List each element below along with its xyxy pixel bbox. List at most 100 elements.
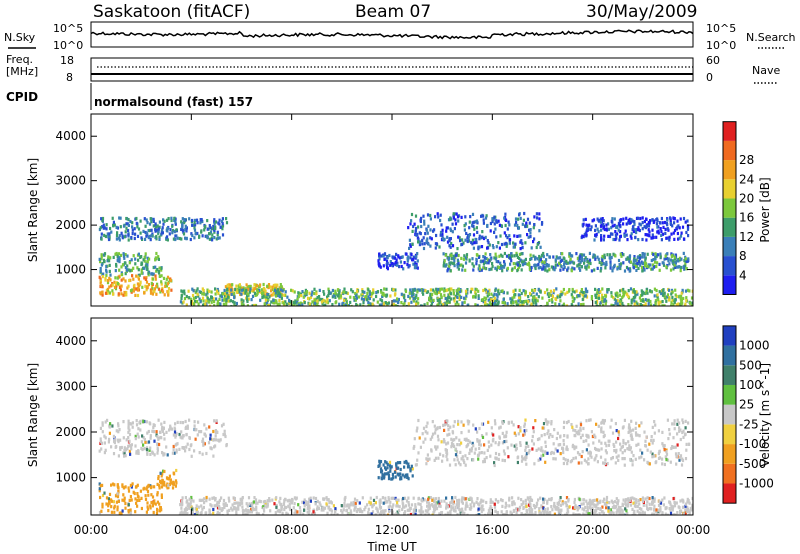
heatmap-cell (387, 301, 391, 305)
heatmap-cell (281, 289, 284, 293)
heatmap-cell (622, 290, 625, 294)
heatmap-cell (484, 301, 487, 305)
heatmap-cell (524, 293, 527, 297)
heatmap-cell (686, 219, 689, 223)
heatmap-cell (458, 236, 461, 240)
heatmap-cell (204, 234, 207, 238)
heatmap-cell (588, 223, 591, 227)
heatmap-cell (582, 302, 585, 306)
heatmap-cell (676, 231, 679, 236)
heatmap-cell (529, 235, 532, 239)
heatmap-cell (148, 257, 151, 261)
heatmap-cell (378, 252, 381, 256)
heatmap-cell (169, 424, 172, 428)
heatmap-cell (254, 303, 258, 306)
heatmap-cell (425, 457, 428, 461)
heatmap-cell (185, 500, 188, 504)
heatmap-cell (186, 442, 189, 446)
heatmap-cell (403, 496, 407, 500)
heatmap-cell (543, 497, 546, 501)
heatmap-cell (202, 303, 205, 306)
heatmap-cell (647, 263, 650, 267)
heatmap-cell (471, 242, 474, 246)
heatmap-cell (157, 475, 160, 479)
heatmap-cell (195, 218, 199, 222)
heatmap-cell (660, 229, 663, 234)
heatmap-cell (586, 224, 590, 228)
heatmap-cell (673, 504, 677, 508)
heatmap-cell (474, 295, 477, 299)
heatmap-cell (605, 227, 608, 231)
heatmap-cell (482, 221, 485, 225)
heatmap-cell (311, 290, 314, 294)
heatmap-cell (128, 261, 131, 265)
heatmap-cell (665, 506, 668, 510)
heatmap-cell (643, 225, 646, 229)
heatmap-cell (394, 261, 397, 265)
heatmap-cell (498, 246, 501, 250)
heatmap-cell (611, 269, 614, 273)
heatmap-cell (185, 303, 188, 306)
heatmap-cell (581, 293, 584, 297)
heatmap-cell (461, 455, 464, 459)
heatmap-cell (355, 509, 358, 514)
heatmap-cell (159, 506, 162, 510)
heatmap-cell (139, 231, 142, 235)
heatmap-cell (409, 222, 412, 226)
heatmap-cell (214, 220, 218, 224)
heatmap-cell (598, 219, 601, 223)
heatmap-cell (412, 262, 415, 266)
heatmap-cell (406, 508, 409, 512)
heatmap-cell (353, 497, 357, 501)
heatmap-cell (205, 495, 208, 500)
heatmap-cell (98, 487, 101, 491)
heatmap-cell (262, 291, 265, 295)
heatmap-cell (641, 252, 644, 256)
heatmap-cell (109, 273, 112, 277)
heatmap-cell (129, 452, 132, 456)
heatmap-cell (632, 266, 635, 270)
heatmap-cell (445, 229, 448, 233)
heatmap-cell (268, 497, 271, 501)
heatmap-cell (163, 437, 166, 441)
heatmap-cell (107, 237, 111, 242)
heatmap-cell (359, 507, 362, 511)
heatmap-cell (143, 217, 146, 221)
heatmap-cell (613, 505, 616, 509)
heatmap-cell (428, 501, 431, 505)
heatmap-cell (317, 506, 320, 511)
heatmap-cell (101, 216, 105, 221)
heatmap-cell (223, 297, 226, 301)
heatmap-cell (484, 252, 487, 256)
heatmap-cell (122, 420, 125, 424)
heatmap-cell (218, 511, 221, 515)
heatmap-cell (414, 512, 417, 515)
heatmap-cell (279, 286, 282, 290)
heatmap-cell (617, 228, 620, 232)
heatmap-cell (190, 454, 193, 458)
heatmap-cell (142, 436, 145, 440)
heatmap-cell (140, 271, 143, 275)
heatmap-cell (610, 291, 613, 295)
heatmap-cell (628, 267, 632, 271)
heatmap-cell (472, 224, 475, 228)
heatmap-cell (517, 432, 520, 436)
heatmap-cell (165, 476, 169, 480)
heatmap-cell (559, 510, 562, 514)
heatmap-cell (540, 512, 543, 515)
heatmap-cell (583, 294, 586, 298)
heatmap-cell (433, 507, 436, 511)
heatmap-cell (457, 219, 460, 223)
heatmap-cell (611, 510, 614, 514)
heatmap-cell (453, 438, 456, 442)
heatmap-cell (474, 290, 477, 294)
heatmap-cell (410, 503, 414, 507)
heatmap-cell (144, 284, 147, 288)
heatmap-cell (500, 498, 503, 502)
heatmap-cell (610, 499, 613, 503)
heatmap-cell (574, 506, 577, 510)
heatmap-cell (242, 303, 245, 306)
heatmap-cell (380, 510, 383, 514)
heatmap-cell (632, 501, 635, 505)
heatmap-cell (395, 512, 398, 515)
